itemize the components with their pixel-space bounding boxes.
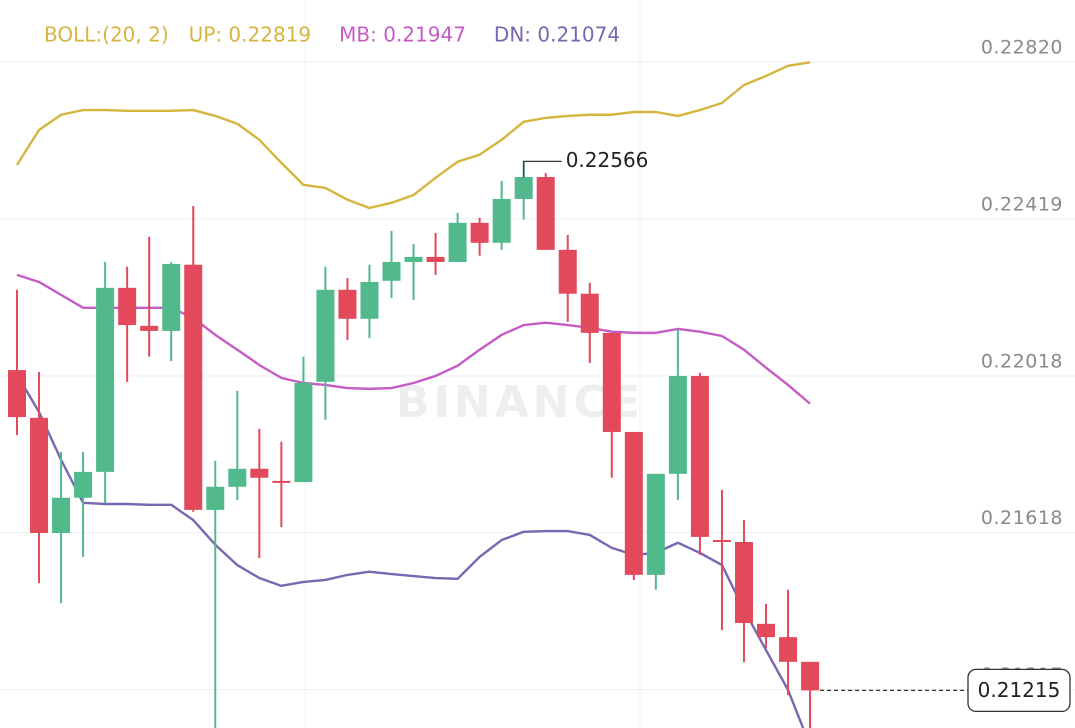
candle-body xyxy=(162,263,181,331)
y-tick-label: 0.22018 xyxy=(981,350,1063,372)
candle-body xyxy=(338,289,357,319)
y-tick-label: 0.21618 xyxy=(981,507,1063,529)
candle-body xyxy=(30,417,49,533)
candle-body xyxy=(96,287,115,472)
candle-body xyxy=(8,370,26,418)
candle-body xyxy=(228,468,247,487)
candle-body xyxy=(184,264,203,510)
candle-body xyxy=(624,431,643,575)
band-line xyxy=(15,374,805,728)
plot xyxy=(8,61,820,728)
price-tag xyxy=(967,668,1071,713)
y-tick-label: 0.22419 xyxy=(981,193,1063,215)
price-label: 0.21215 xyxy=(978,678,1061,702)
band-line xyxy=(15,61,811,210)
candle-body xyxy=(558,249,577,294)
candle-body xyxy=(514,177,533,199)
candle-body xyxy=(272,480,291,483)
candle-body xyxy=(470,222,489,243)
candle-body xyxy=(448,222,467,262)
candle-body xyxy=(74,471,93,498)
candle-body xyxy=(118,287,137,326)
candle-body xyxy=(294,382,313,483)
candle-body xyxy=(580,293,599,333)
candle-body xyxy=(382,261,401,281)
high-label: 0.22566 xyxy=(566,148,649,172)
candle-body xyxy=(779,637,798,662)
watermark: BINANCE xyxy=(396,377,644,428)
candle-body xyxy=(360,281,379,319)
candle-body xyxy=(668,375,687,474)
candle-body xyxy=(426,256,445,262)
candle-body xyxy=(140,325,159,331)
candle-body xyxy=(206,486,225,510)
candle-body xyxy=(690,375,709,537)
overlays: 0.22566 0.21215 xyxy=(523,148,1071,713)
y-tick-label: 0.22820 xyxy=(981,36,1063,58)
candle-body xyxy=(536,177,555,250)
legend-entry: UP: 0.22819 xyxy=(189,23,312,47)
candle-body xyxy=(801,661,820,691)
candle-body xyxy=(602,332,621,432)
candle-body xyxy=(492,198,511,243)
candle-body xyxy=(404,256,423,262)
indicator-label: BOLL:(20, 2) xyxy=(44,23,169,47)
candle-body xyxy=(712,540,731,543)
legend-entry: DN: 0.21074 xyxy=(494,23,620,47)
candle-body xyxy=(734,541,753,624)
legend-entry: MB: 0.21947 xyxy=(339,23,466,47)
candle-body xyxy=(52,497,71,533)
candle-body xyxy=(316,289,335,382)
candle-body xyxy=(250,468,269,478)
high-marker xyxy=(523,160,562,178)
candle-body xyxy=(646,473,665,575)
candle-body xyxy=(757,623,776,638)
legend: BOLL:(20, 2) UP: 0.22819 MB: 0.21947 DN: 0… xyxy=(44,23,620,47)
